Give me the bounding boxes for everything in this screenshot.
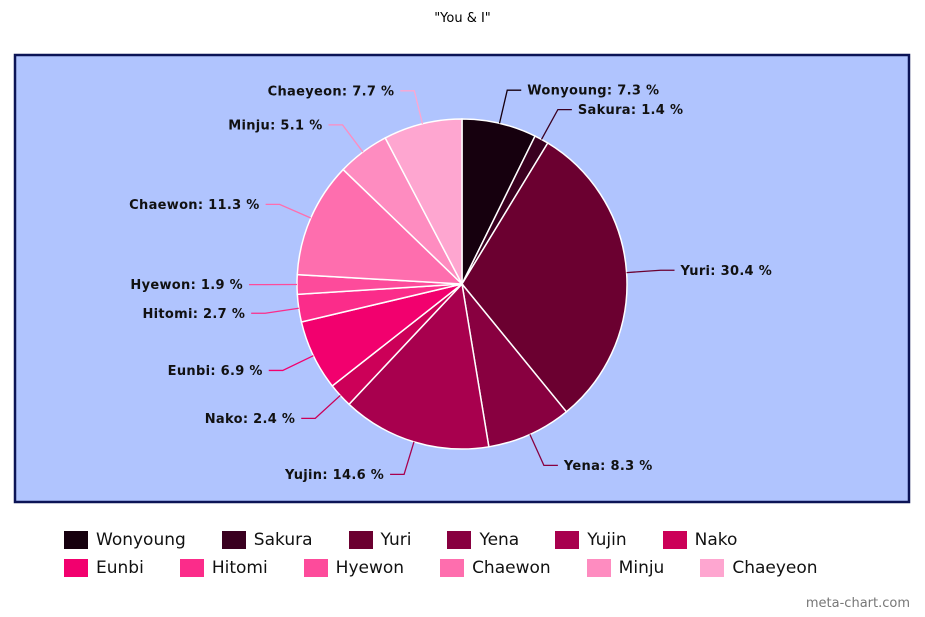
legend-swatch	[348, 530, 373, 549]
legend-label: Yena	[479, 529, 520, 550]
legend-item-hyewon: Hyewon	[303, 557, 405, 578]
slice-label-wonyoung: Wonyoung: 7.3 %	[527, 84, 659, 99]
legend-item-wonyoung: Wonyoung	[64, 529, 186, 550]
legend-item-yuri: Yuri	[348, 529, 412, 550]
legend-swatch	[179, 558, 204, 577]
legend-label: Sakura	[253, 529, 313, 550]
leader-line-nako	[301, 394, 341, 420]
legend-swatch	[221, 530, 246, 549]
legend-label: Minju	[618, 557, 665, 578]
legend-swatch	[303, 558, 328, 577]
slice-label-yena: Yena: 8.3 %	[563, 459, 653, 474]
slice-label-nako: Nako: 2.4 %	[205, 412, 296, 427]
legend-item-nako: Nako	[662, 529, 738, 550]
pie-slices	[296, 118, 628, 450]
pie-slice-yena	[460, 281, 568, 448]
legend-swatch	[700, 558, 725, 577]
chart-title: "You & I"	[434, 11, 491, 26]
leader-line-eunbi	[268, 355, 314, 372]
legend-swatch	[64, 530, 88, 549]
leader-line-chaewon	[265, 203, 312, 219]
legend-label: Hyewon	[335, 557, 405, 578]
slice-label-minju: Minju: 5.1 %	[228, 118, 322, 133]
legend-item-yujin: Yujin	[555, 529, 627, 550]
leader-line-yuri	[626, 269, 675, 274]
slice-label-chaewon: Chaewon: 11.3 %	[129, 198, 259, 213]
slice-label-yujin: Yujin: 14.6 %	[284, 468, 384, 483]
legend-label: Hitomi	[211, 557, 268, 578]
legend-swatch	[64, 558, 88, 577]
legend-label: Chaeyeon	[732, 557, 818, 578]
leader-line-sakura	[540, 108, 572, 140]
legend-swatch	[586, 558, 611, 577]
slice-label-eunbi: Eunbi: 6.9 %	[168, 364, 263, 379]
slice-label-hitomi: Hitomi: 2.7 %	[142, 307, 245, 322]
legend-item-chaeyeon: Chaeyeon	[700, 557, 818, 578]
leader-lines	[249, 89, 675, 476]
slice-labels: Wonyoung: 7.3 % Sakura: 1.4 % Yuri: 30.4 %…	[129, 84, 772, 483]
slice-label-sakura: Sakura: 1.4 %	[578, 103, 683, 118]
legend-label: Chaewon	[472, 557, 551, 578]
leader-line-yena	[529, 434, 558, 467]
legend-swatch	[662, 530, 687, 549]
leader-line-wonyoung	[498, 89, 522, 124]
legend-item-sakura: Sakura	[221, 529, 313, 550]
legend-label: Nako	[694, 529, 738, 550]
slice-label-hyewon: Hyewon: 1.9 %	[130, 278, 243, 293]
pie-slice-chaewon	[296, 168, 464, 285]
legend-label: Eunbi	[96, 557, 144, 578]
legend-item-hitomi: Hitomi	[179, 557, 268, 578]
slice-label-yuri: Yuri: 30.4 %	[680, 264, 773, 279]
pie-slice-yujin	[347, 282, 490, 450]
legend-item-yena: Yena	[447, 529, 520, 550]
legend-item-minju: Minju	[586, 557, 665, 578]
leader-line-minju	[328, 124, 364, 153]
legend-label: Wonyoung	[96, 529, 186, 550]
slice-label-chaeyeon: Chaeyeon: 7.7 %	[268, 84, 395, 99]
leader-line-yujin	[390, 441, 415, 476]
legend-swatch	[447, 530, 472, 549]
leader-line-hitomi	[251, 307, 299, 314]
watermark: meta-chart.com	[805, 596, 910, 611]
legend-item-eunbi: Eunbi	[64, 557, 144, 578]
legend-swatch	[440, 558, 465, 577]
legend-swatch	[555, 530, 580, 549]
legend-label: Yujin	[587, 529, 627, 550]
legend-label: Yuri	[380, 529, 412, 550]
legend: Wonyoung Sakura Yuri Yena Yujin Nako Eunbi Hito…	[64, 529, 884, 578]
pie-slice-chaeyeon	[384, 118, 463, 285]
leader-line-chaeyeon	[400, 90, 424, 124]
legend-item-chaewon: Chaewon	[440, 557, 551, 578]
